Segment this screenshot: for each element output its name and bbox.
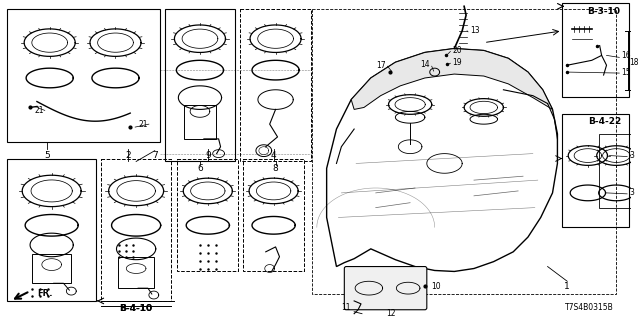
Bar [563,114,629,227]
Text: 8: 8 [273,164,278,173]
Text: 15: 15 [621,68,631,76]
Bar [177,158,238,271]
Bar [243,158,304,271]
Text: B-4-10: B-4-10 [120,304,153,313]
Text: 11: 11 [342,303,351,312]
Bar [312,9,616,294]
Text: FR.: FR. [37,289,52,298]
Text: 13: 13 [470,26,479,35]
Text: 3: 3 [629,151,634,160]
Text: 18: 18 [629,58,639,67]
Text: 4: 4 [271,151,276,160]
Text: 7: 7 [152,151,157,160]
Text: 17: 17 [376,61,385,70]
Text: B-4-10: B-4-10 [120,304,153,313]
Text: 12: 12 [386,309,396,318]
Text: 6: 6 [197,164,203,173]
Text: 21: 21 [35,106,44,115]
Bar [164,9,236,162]
Bar [100,158,172,301]
Bar [32,254,71,283]
FancyBboxPatch shape [344,267,427,310]
Text: 1: 1 [564,282,570,291]
Text: B-4-22: B-4-22 [588,117,621,126]
Text: 9: 9 [205,151,211,160]
Text: B-3-10: B-3-10 [587,7,620,16]
Bar [240,9,311,162]
Text: 20: 20 [452,46,462,55]
Bar [184,105,216,139]
Text: 5: 5 [44,151,50,160]
Text: T7S4B0315B: T7S4B0315B [564,303,613,312]
Text: 10: 10 [431,282,440,291]
Bar [8,9,160,142]
Bar [563,3,629,97]
Text: 16: 16 [621,51,631,60]
Text: 2: 2 [125,151,131,160]
Bar [598,134,633,208]
Polygon shape [351,49,552,109]
Bar [118,257,154,288]
Bar [8,158,96,301]
Text: 21: 21 [138,120,148,129]
Text: 14: 14 [420,60,429,69]
Text: 3: 3 [629,188,634,197]
Text: 19: 19 [452,58,462,67]
